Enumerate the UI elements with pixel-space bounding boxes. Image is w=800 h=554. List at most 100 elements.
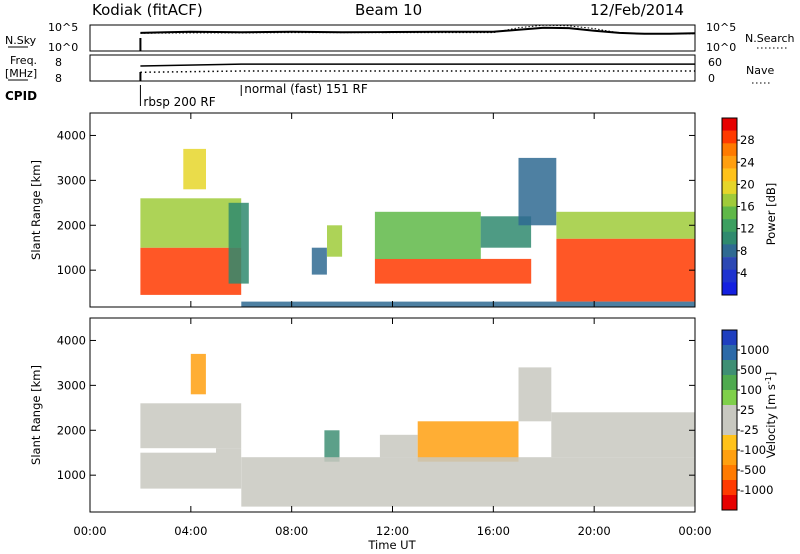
data-region	[140, 198, 242, 248]
colorbar-swatch	[722, 231, 737, 245]
data-region	[518, 157, 557, 226]
y-tick-label: 3000	[57, 173, 86, 187]
freq-tick: 8	[55, 56, 62, 69]
colorbar-swatch	[722, 360, 737, 376]
freq-series	[139, 63, 695, 81]
colorbar-tick-label: 20	[740, 177, 755, 191]
data-region	[140, 403, 242, 449]
freq-label: Freq.	[10, 54, 37, 67]
colorbar-tick-label: 100	[740, 383, 762, 397]
colorbar-swatch	[722, 168, 737, 182]
colorbar-tick-label: 24	[740, 155, 755, 169]
data-region	[518, 367, 552, 422]
freq-range-min: 8	[55, 72, 62, 85]
colorbar-tick-label: 25	[740, 403, 755, 417]
cpid-label: CPID	[5, 89, 37, 103]
colorbar-swatch	[722, 465, 737, 481]
data-region	[216, 448, 242, 489]
data-region	[374, 211, 481, 259]
freq-panel-frame	[89, 54, 696, 82]
cpid-segments: rbsp 200 RF normal (fast) 151 RF	[139, 82, 368, 109]
x-tick-label: 20:00	[578, 524, 611, 538]
x-tick-label: 00:00	[678, 524, 711, 538]
station-title: Kodiak (fitACF)	[92, 1, 203, 19]
y-tick-label: 2000	[57, 423, 86, 437]
series-line-nave	[140, 70, 695, 74]
colorbar-tick-label: 1000	[740, 343, 769, 357]
colorbar-tick-label: -500	[740, 463, 766, 477]
colorbar-swatch	[722, 269, 737, 283]
nsky-tick-top: 10^5	[48, 21, 78, 34]
x-tick-label: 12:00	[376, 524, 409, 538]
data-region	[241, 457, 696, 507]
colorbar-tick-label: 16	[740, 200, 755, 214]
data-region	[241, 301, 696, 307]
y-tick-label: 2000	[57, 218, 86, 232]
colorbar-tick-label: -100	[740, 443, 766, 457]
colorbar-swatch	[722, 118, 737, 131]
x-tick-label: 04:00	[174, 524, 207, 538]
colorbar-swatch	[722, 206, 737, 220]
data-region	[551, 412, 695, 458]
nave-tick-bottom: 0	[708, 72, 715, 85]
colorbar-swatch	[722, 244, 737, 258]
series-line-n-search	[140, 24, 695, 35]
colorbar-swatch	[722, 405, 737, 421]
data-region	[183, 148, 206, 190]
data-region	[556, 211, 695, 239]
y-tick-label: 4000	[57, 333, 86, 347]
colorbar-tick-label: -25	[740, 423, 759, 437]
cpid-segment-label: normal (fast) 151 RF	[244, 82, 368, 96]
colorbar-swatch	[722, 495, 737, 511]
colorbar-tick-label: 28	[740, 133, 755, 147]
colorbar-swatch	[722, 480, 737, 496]
nsky-panel-frame	[89, 24, 696, 52]
velocity-colorbar: 1000 500 100 25 -25 -100 -500 -1000	[721, 329, 773, 511]
nsky-tick-bottom: 10^0	[48, 41, 78, 54]
cpid-segment-label: rbsp 200 RF	[143, 95, 215, 109]
colorbar-swatch	[722, 155, 737, 169]
colorbar-tick-label: -1000	[740, 483, 773, 497]
x-tick-label: 16:00	[477, 524, 510, 538]
colorbar-tick-label: 8	[740, 244, 747, 258]
colorbar-swatch	[722, 375, 737, 391]
data-region	[228, 202, 249, 284]
colorbar-swatch	[722, 345, 737, 361]
y-tick-label: 1000	[57, 263, 86, 277]
nsearch-label: N.Search	[745, 32, 795, 45]
nsky-label: N.Sky	[5, 34, 37, 47]
nave-tick-top: 60	[708, 56, 722, 69]
y-tick-label: 4000	[57, 128, 86, 142]
colorbar-tick-label: 500	[740, 363, 762, 377]
colorbar-swatch	[722, 130, 737, 144]
colorbar-swatch	[722, 435, 737, 451]
data-region	[417, 421, 519, 462]
colorbar-frame	[721, 329, 738, 511]
velocity-ylabel: Slant Range [km]	[29, 365, 43, 465]
series-line-freq-	[140, 63, 695, 67]
power-heatmap	[140, 148, 696, 307]
data-region	[190, 353, 206, 395]
freq-unit-label: [MHz]	[5, 67, 37, 80]
beam-title: Beam 10	[355, 1, 422, 19]
x-tick-label: 08:00	[275, 524, 308, 538]
nsearch-tick-top: 10^5	[706, 21, 736, 34]
y-tick-label: 3000	[57, 378, 86, 392]
colorbar-swatch	[722, 193, 737, 207]
nave-label: Nave	[746, 64, 774, 77]
data-region	[140, 452, 216, 489]
velocity-colorbar-title: Velocity [m s-1]	[764, 372, 778, 459]
time-axis: 00:00 04:00 08:00 12:00 16:00 20:00 00:00	[73, 113, 712, 538]
nsearch-tick-bottom: 10^0	[706, 41, 736, 54]
data-region	[324, 430, 340, 462]
colorbar-tick-label: 12	[740, 222, 755, 236]
colorbar-swatch	[722, 390, 737, 406]
colorbar-swatch	[722, 450, 737, 466]
x-tick-label: 00:00	[73, 524, 106, 538]
colorbar-swatch	[722, 282, 737, 296]
colorbar-swatch	[722, 420, 737, 436]
time-axis-label: Time UT	[367, 538, 416, 552]
colorbar-tick-label: 4	[740, 266, 747, 280]
data-region	[327, 225, 343, 257]
